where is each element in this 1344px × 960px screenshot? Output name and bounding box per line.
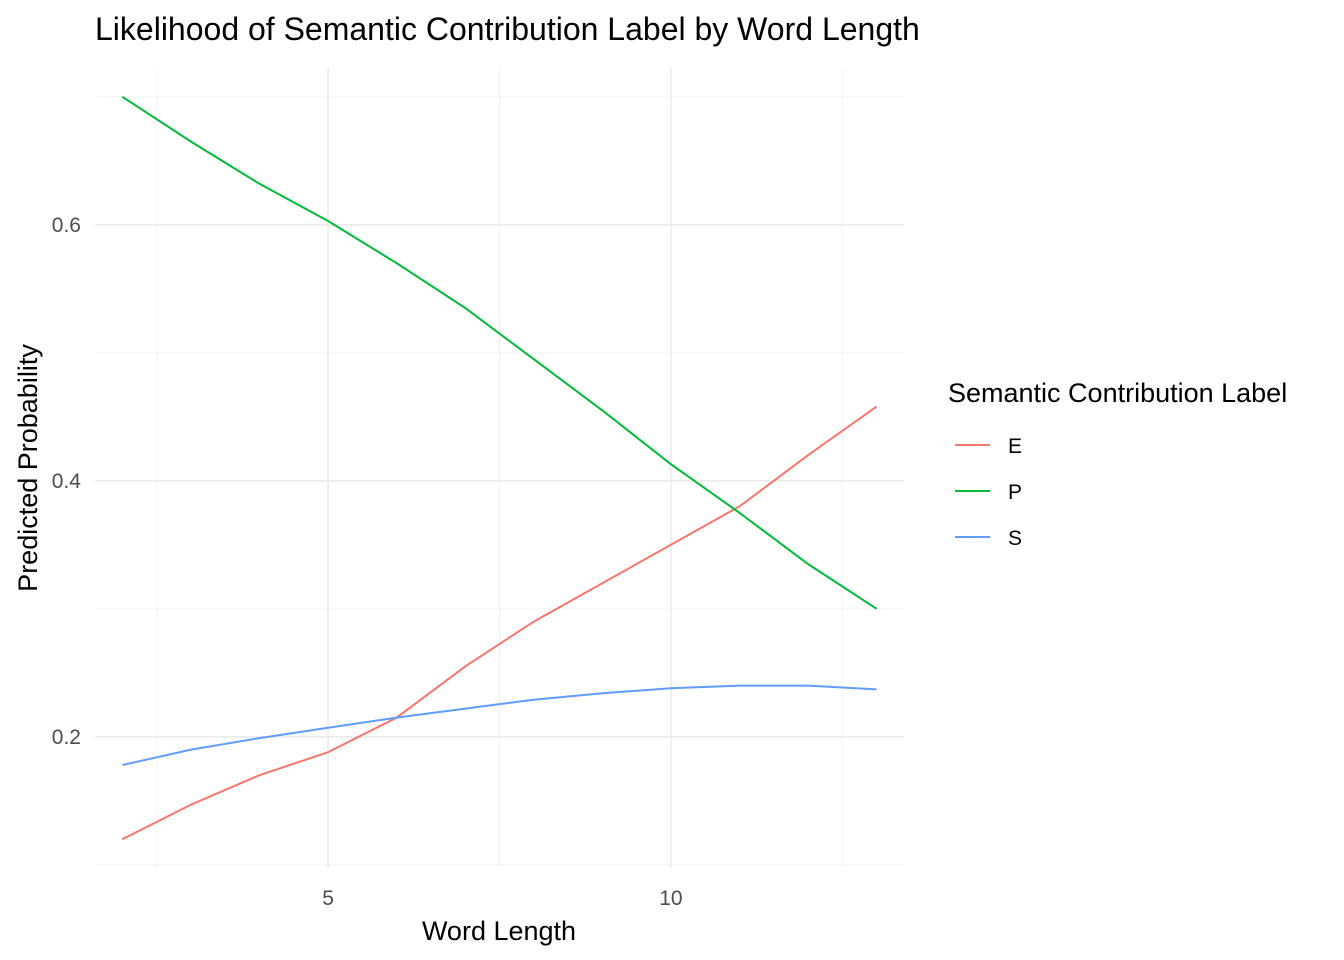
legend-label-E: E [1008,435,1022,458]
chart-title: Likelihood of Semantic Contribution Labe… [95,11,920,47]
y-tick-label: 0.2 [52,726,81,749]
y-axis-title: Predicted Probability [13,344,43,592]
tick-labels: 0.2 0.4 0.6 5 10 [52,214,683,910]
grid [95,68,904,868]
x-tick-label: 5 [322,887,334,910]
series-lines [121,95,878,841]
y-tick-label: 0.6 [52,214,81,237]
series-line-E [121,405,878,841]
legend: EPS [955,435,1022,550]
y-tick-label: 0.4 [52,470,82,493]
legend-label-S: S [1008,527,1022,550]
legend-title: Semantic Contribution Label [948,378,1287,408]
legend-label-P: P [1008,481,1022,504]
series-line-S [122,684,877,766]
x-axis-title: Word Length [422,916,576,946]
series-line-P [121,95,878,610]
x-tick-label: 10 [659,887,682,910]
